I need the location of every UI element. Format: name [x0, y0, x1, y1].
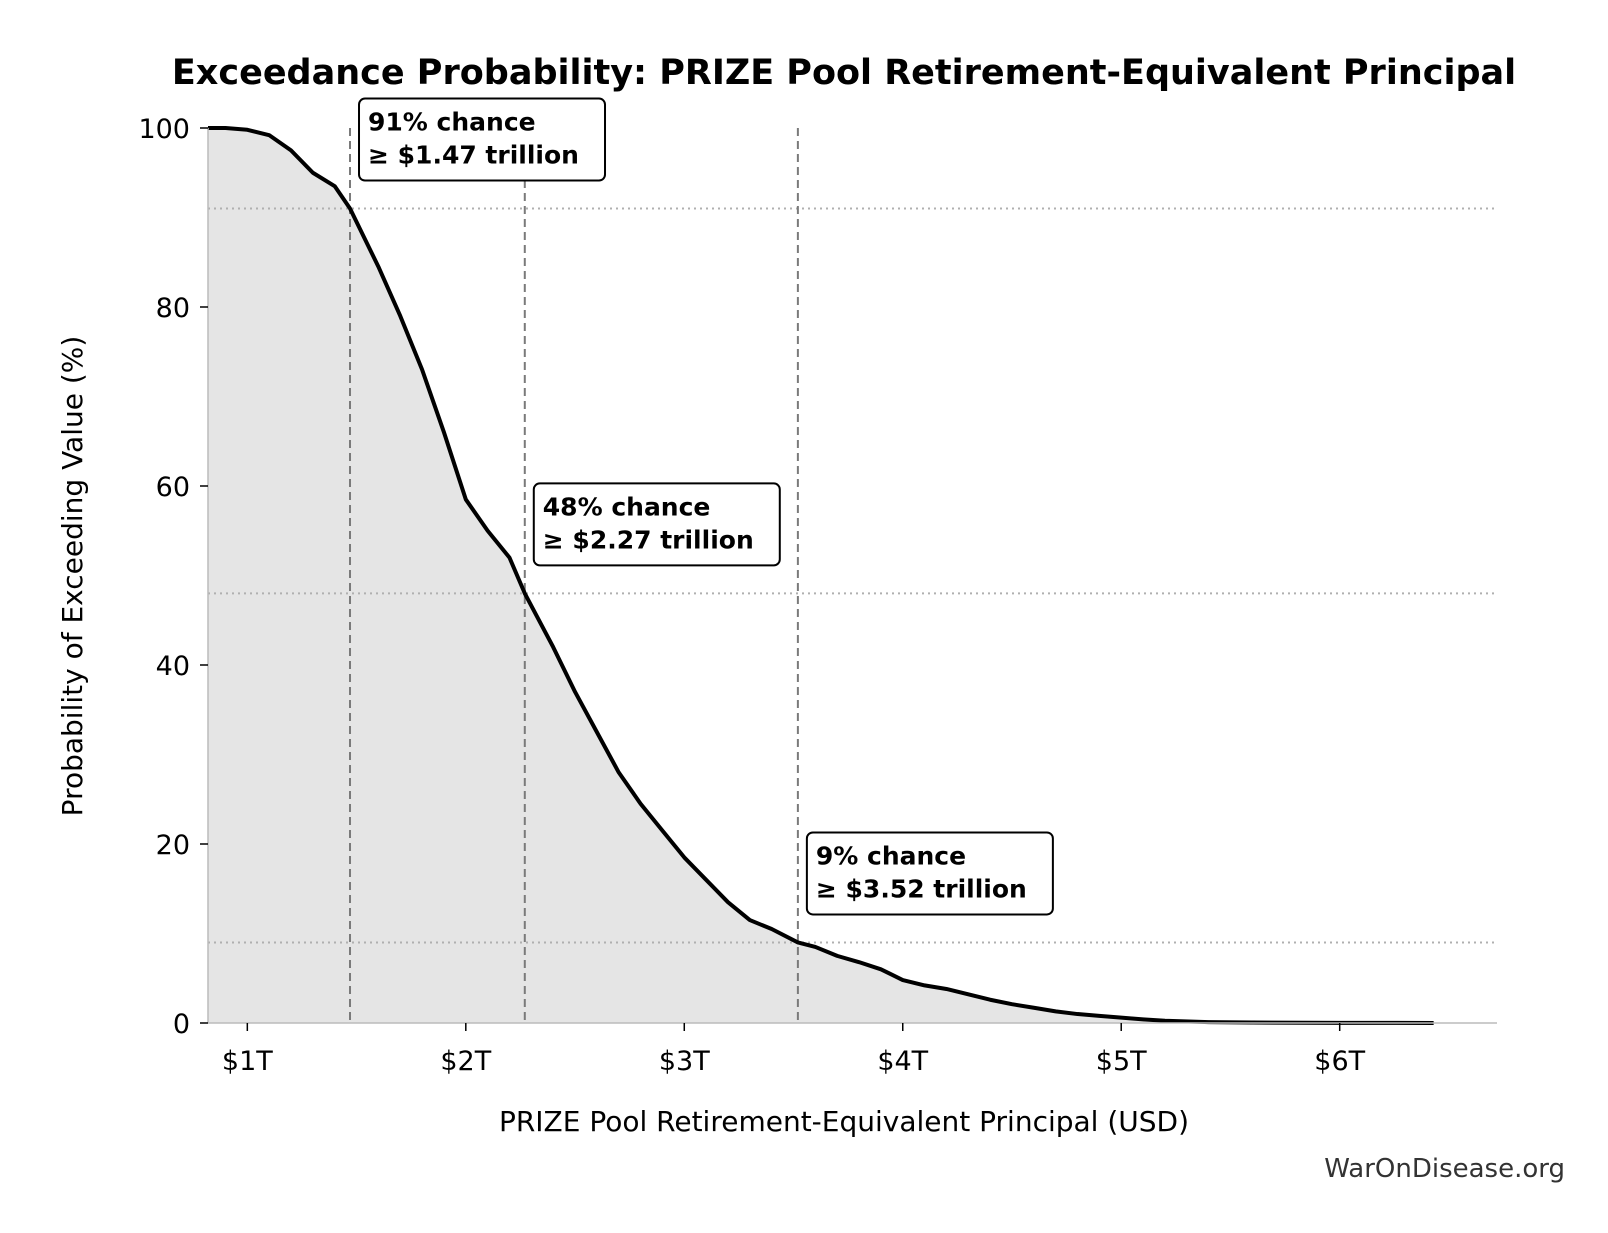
x-tick-label-3: $3T [659, 1046, 710, 1077]
y-tick-label-6: 100 [138, 114, 190, 145]
x-tick-label-4: $4T [877, 1046, 928, 1077]
annotation-box-3 [805, 831, 1054, 916]
x-axis-label: PRIZE Pool Retirement-Equivalent Princip… [499, 1105, 1189, 1138]
annotation-line2-1: ≥ $1.47 trillion [368, 141, 579, 170]
y-tick-label-2: 20 [156, 830, 190, 861]
annotation-line1-3: 9% chance [816, 841, 966, 870]
annotation-box-2 [532, 482, 781, 567]
x-tick-label-5: $5T [1096, 1046, 1147, 1077]
x-tick-label-1: $1T [222, 1046, 273, 1077]
source-credit: WarOnDisease.org [1324, 1154, 1565, 1184]
annotation-line1-1: 91% chance [368, 108, 536, 137]
annotation-line2-2: ≥ $2.27 trillion [543, 525, 754, 554]
x-tick-label-6: $6T [1314, 1046, 1365, 1077]
y-tick-label-1: 0 [173, 1009, 190, 1040]
annotation-line2-3: ≥ $3.52 trillion [816, 874, 1027, 903]
exceedance-curve [208, 126, 1434, 1025]
y-tick-label-3: 40 [156, 651, 190, 682]
y-axis-label: Probability of Exceeding Value (%) [56, 336, 89, 817]
y-tick-label-5: 80 [156, 293, 190, 324]
chart-title: Exceedance Probability: PRIZE Pool Retir… [172, 53, 1516, 93]
plot-area: $1T $2T $3T $4T $5T $6T 0 20 40 60 80 100 91% chance… [138, 97, 1497, 1077]
exceedance-area-fill [208, 128, 1434, 1023]
x-tick-label-2: $2T [440, 1046, 491, 1077]
annotation-box-1 [358, 97, 607, 182]
y-tick-label-4: 60 [156, 472, 190, 503]
annotation-line1-2: 48% chance [543, 492, 711, 521]
